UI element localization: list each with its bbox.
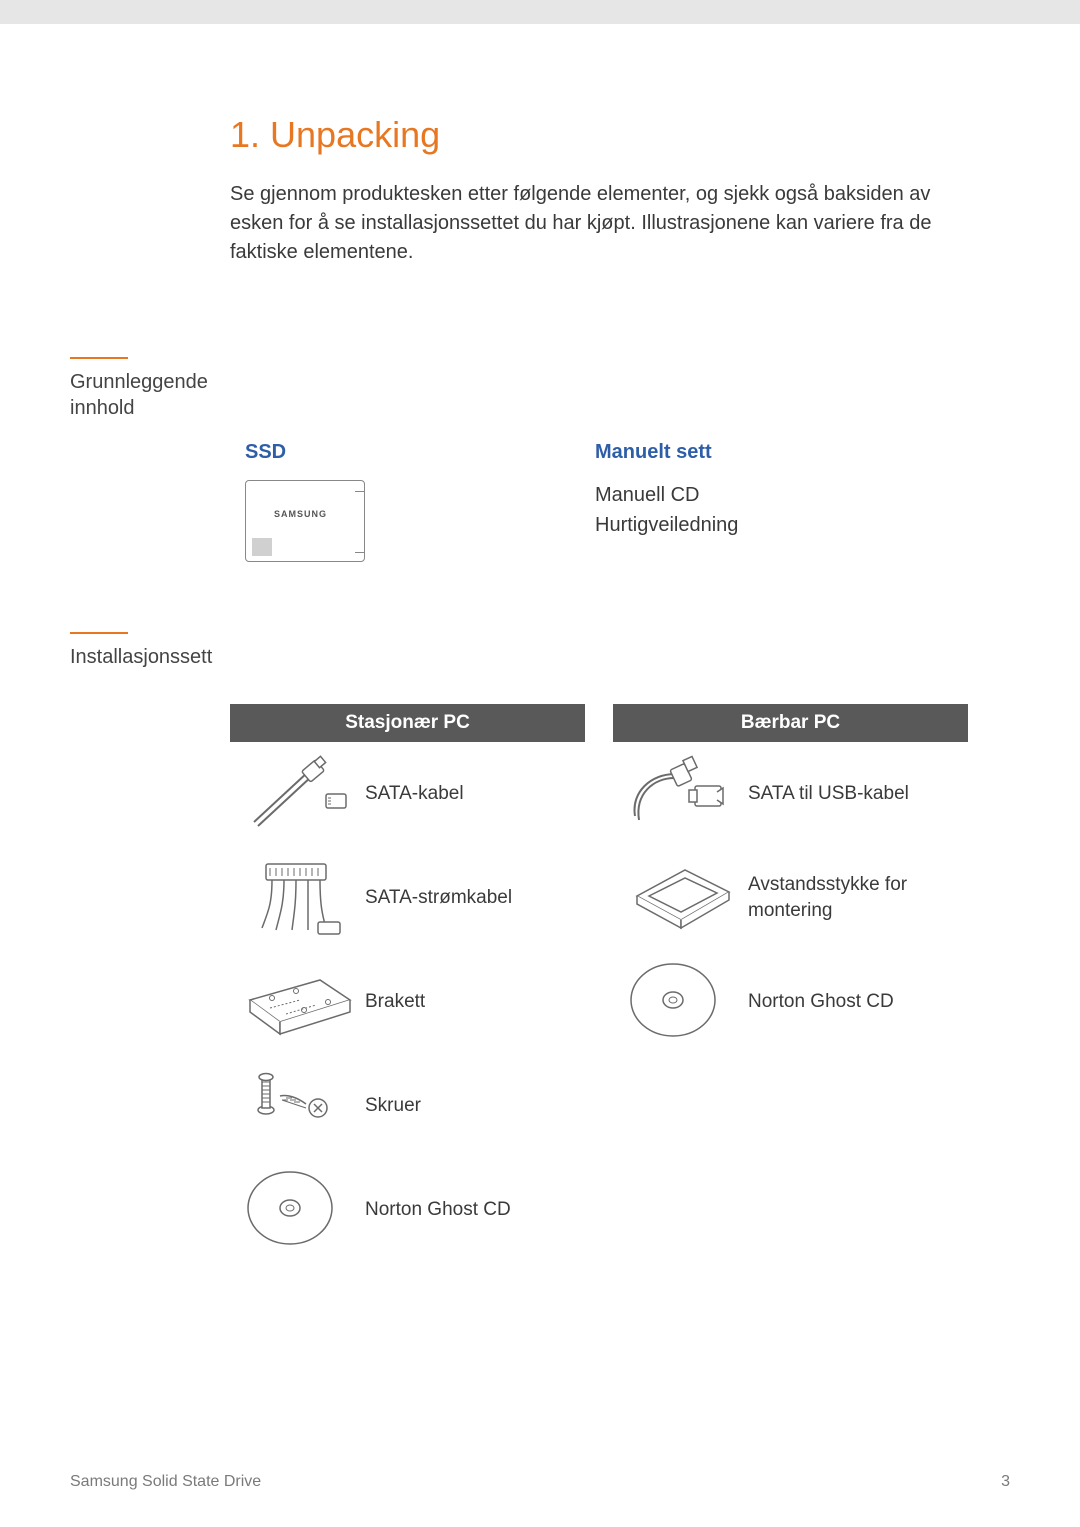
kit-item-label: SATA til USB-kabel — [748, 781, 909, 807]
manual-heading: Manuelt sett — [595, 441, 738, 464]
kit-item: Skruer — [230, 1054, 585, 1158]
kit-item-label: SATA-kabel — [365, 781, 464, 807]
bracket-icon — [230, 960, 365, 1044]
basic-contents-row: SSD SAMSUNG Manuelt sett Manuell CD Hurt… — [245, 441, 1010, 562]
kit-item-label: SATA-strømkabel — [365, 885, 512, 911]
kit-item-label: Avstandsstykke formontering — [748, 872, 907, 923]
kit-item-label: Norton Ghost CD — [365, 1197, 511, 1223]
kit-item-label: Brakett — [365, 989, 425, 1015]
section-kit-label: Installasjonssett — [70, 632, 1010, 670]
section-rule — [70, 357, 128, 359]
installation-kit-columns: Stasjonær PC SATA-kabel SATA-strømkabel Br… — [230, 704, 1010, 1262]
footer-left: Samsung Solid State Drive — [70, 1473, 261, 1491]
desktop-kit-header: Stasjonær PC — [230, 704, 585, 742]
usb-cable-icon — [613, 752, 748, 836]
desktop-kit-column: Stasjonær PC SATA-kabel SATA-strømkabel Br… — [230, 704, 585, 1262]
basic-manual-col: Manuelt sett Manuell CD Hurtigveiledning — [595, 441, 738, 562]
laptop-kit-header: Bærbar PC — [613, 704, 968, 742]
footer-page-number: 3 — [1001, 1473, 1010, 1491]
laptop-kit-column: Bærbar PC SATA til USB-kabel Avstandsstyk… — [613, 704, 968, 1262]
kit-item: SATA-strømkabel — [230, 846, 585, 950]
kit-item: SATA-kabel — [230, 742, 585, 846]
basic-ssd-col: SSD SAMSUNG — [245, 441, 365, 562]
ssd-corner-icon — [252, 538, 272, 556]
cd-icon — [230, 1168, 365, 1252]
section-basic-label: Grunnleggendeinnhold — [70, 357, 1010, 421]
ssd-illustration: SAMSUNG — [245, 480, 365, 562]
ssd-connector-icon — [355, 491, 365, 553]
manual-item: Manuell CD — [595, 480, 738, 510]
ssd-heading: SSD — [245, 441, 365, 464]
page-footer: Samsung Solid State Drive 3 — [70, 1473, 1010, 1491]
screws-icon — [230, 1064, 365, 1148]
sata-cable-icon — [230, 752, 365, 836]
spacer-icon — [613, 856, 748, 940]
kit-item: Norton Ghost CD — [613, 950, 968, 1054]
kit-item: SATA til USB-kabel — [613, 742, 968, 846]
window-top-bar — [0, 0, 1080, 24]
manual-item: Hurtigveiledning — [595, 510, 738, 540]
page-body: 1. Unpacking Se gjennom produktesken ett… — [0, 114, 1080, 1262]
section-rule — [70, 632, 128, 634]
kit-item-label: Skruer — [365, 1093, 421, 1119]
ssd-brand-label: SAMSUNG — [274, 509, 327, 519]
section-kit-text: Installasjonssett — [70, 644, 1010, 670]
kit-item: Brakett — [230, 950, 585, 1054]
intro-paragraph: Se gjennom produktesken etter følgende e… — [230, 180, 970, 267]
kit-item-label: Norton Ghost CD — [748, 989, 894, 1015]
section-basic-text: Grunnleggendeinnhold — [70, 369, 1010, 421]
kit-item: Avstandsstykke formontering — [613, 846, 968, 950]
kit-item: Norton Ghost CD — [230, 1158, 585, 1262]
page-heading: 1. Unpacking — [230, 114, 1010, 156]
sata-power-icon — [230, 856, 365, 940]
cd-icon — [613, 960, 748, 1044]
